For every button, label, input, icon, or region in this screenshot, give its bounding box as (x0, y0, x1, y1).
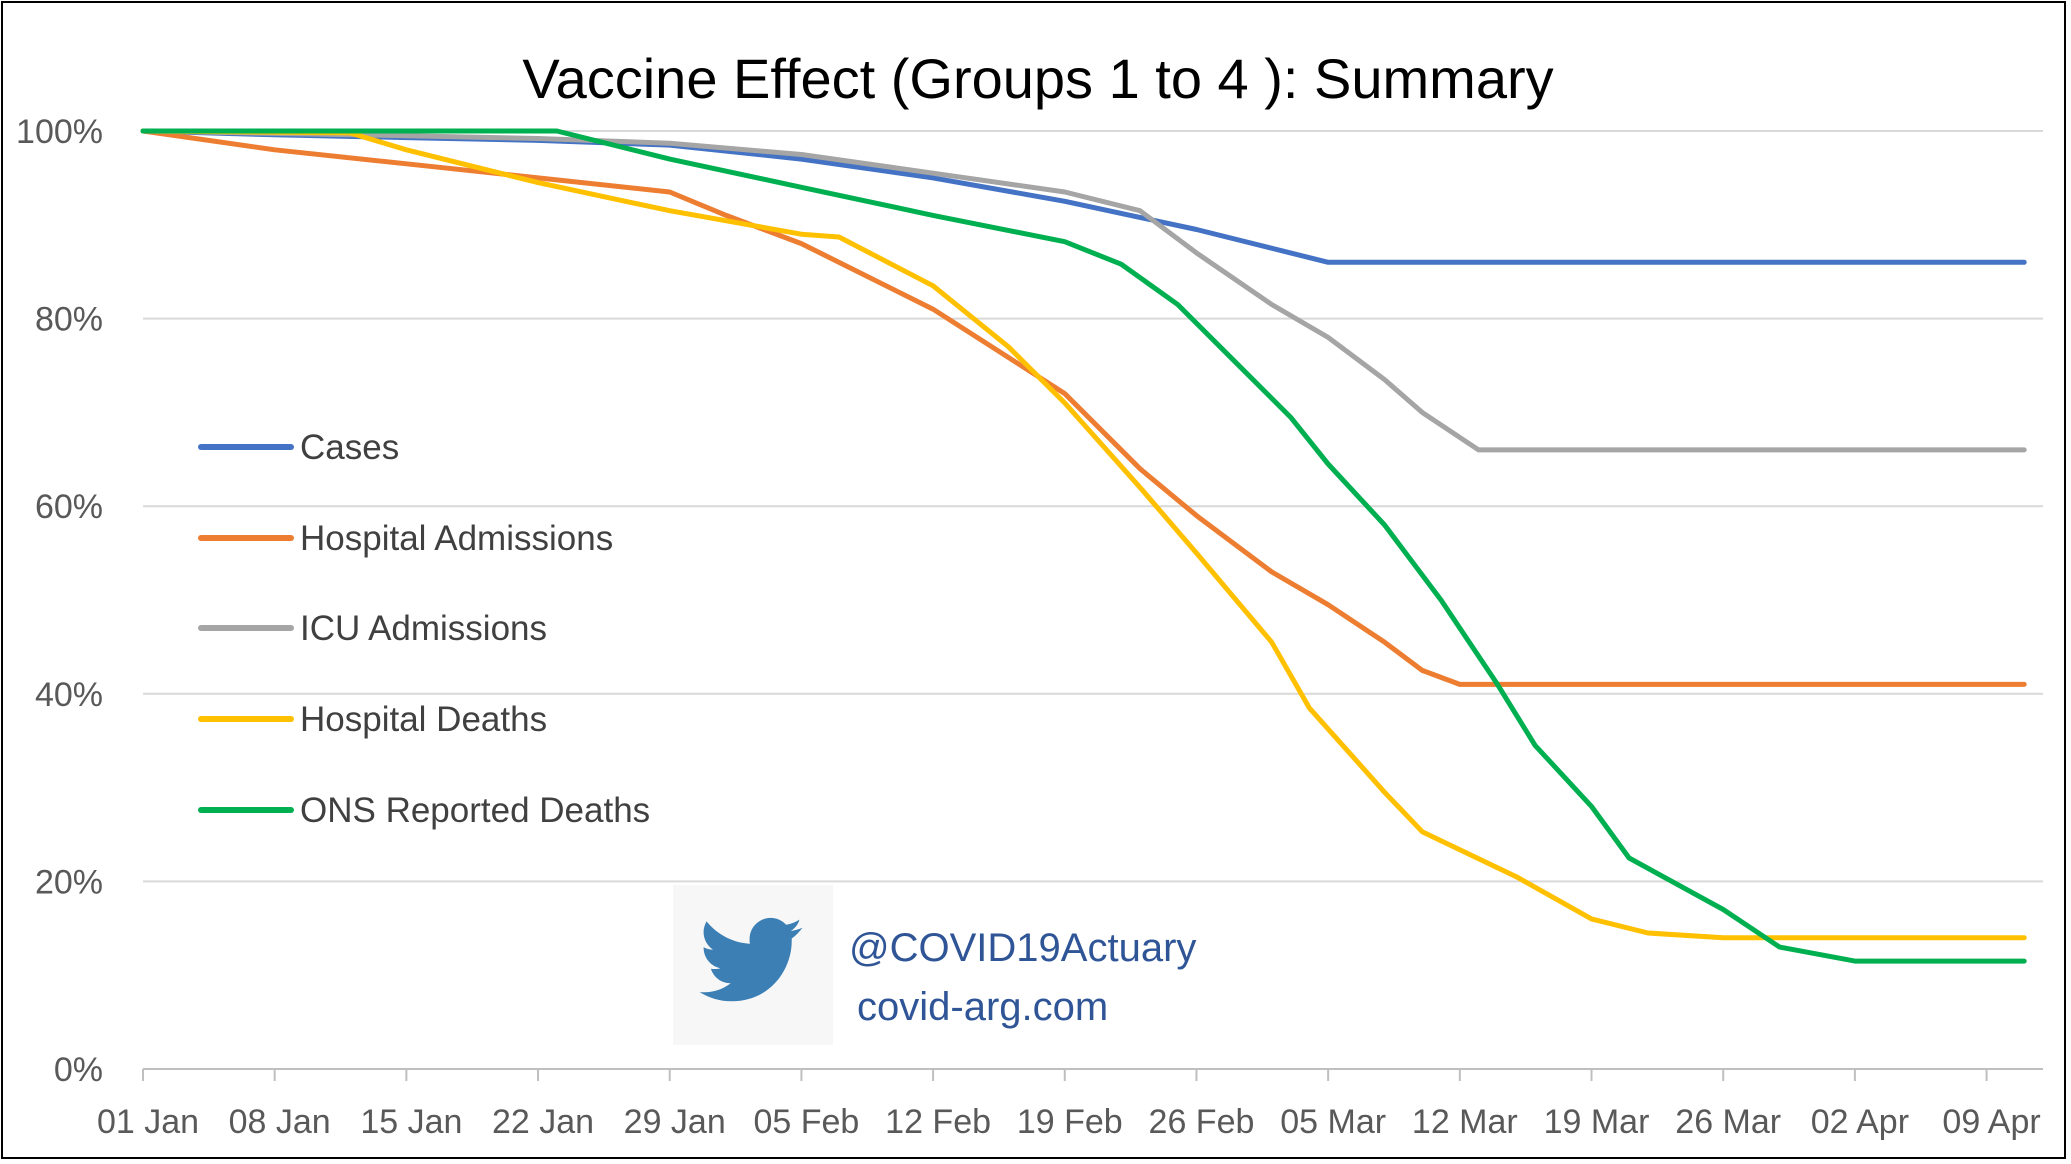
series-line-hospital-admissions (140, 128, 2027, 687)
y-tick-label: 100% (16, 113, 103, 151)
x-axis-ticks: 01 Jan 08 Jan 15 Jan 22 Jan 29 Jan 05 Feb 12 F… (97, 1103, 2041, 1141)
x-tick-label: 05 Feb (753, 1103, 859, 1141)
chart-canvas: Vaccine Effect (Groups 1 to 4 ): Summary… (16, 47, 2043, 1141)
x-tick-label: 12 Mar (1412, 1103, 1518, 1141)
series-lines (140, 128, 2027, 964)
twitter-bird-icon (699, 917, 803, 1002)
legend-label-cases: Cases (300, 428, 399, 467)
legend: Cases Hospital Admissions ICU Admissions Ho… (198, 428, 650, 830)
series-line-icu-admissions (140, 128, 2027, 453)
legend-label-icu-admissions: ICU Admissions (300, 609, 547, 648)
x-tick-label: 01 Jan (97, 1103, 199, 1141)
x-tick-label: 22 Jan (492, 1103, 594, 1141)
series-line-hospital-deaths (140, 128, 2027, 941)
x-tick-label: 19 Mar (1544, 1103, 1650, 1141)
x-tick-label: 05 Mar (1280, 1103, 1386, 1141)
legend-label-hospital-admissions: Hospital Admissions (300, 519, 613, 558)
x-tick-label: 19 Feb (1017, 1103, 1123, 1141)
y-tick-label: 40% (35, 676, 103, 714)
x-tick-label: 26 Mar (1675, 1103, 1781, 1141)
chart-title: Vaccine Effect (Groups 1 to 4 ): Summary (522, 47, 1553, 110)
watermark-handle: @COVID19Actuary (849, 926, 1196, 970)
legend-label-ons-reported-deaths: ONS Reported Deaths (300, 791, 650, 830)
x-tick-label: 02 Apr (1811, 1103, 1909, 1141)
gridlines (143, 130, 2043, 883)
y-tick-label: 60% (35, 488, 103, 526)
x-axis (142, 1068, 2043, 1081)
y-tick-label: 20% (35, 863, 103, 901)
x-tick-label: 26 Feb (1149, 1103, 1255, 1141)
legend-label-hospital-deaths: Hospital Deaths (300, 700, 547, 739)
watermark: @COVID19Actuary covid-arg.com (673, 885, 1196, 1045)
watermark-website: covid-arg.com (857, 985, 1108, 1029)
y-axis-ticks: 0% 20% 40% 60% 80% 100% (16, 113, 103, 1089)
y-tick-label: 80% (35, 301, 103, 339)
x-tick-label: 08 Jan (229, 1103, 331, 1141)
y-tick-label: 0% (54, 1051, 103, 1089)
x-tick-label: 09 Apr (1942, 1103, 2040, 1141)
x-tick-label: 12 Feb (885, 1103, 991, 1141)
x-tick-label: 29 Jan (624, 1103, 726, 1141)
x-tick-label: 15 Jan (360, 1103, 462, 1141)
series-line-ons-reported-deaths (140, 128, 2027, 964)
